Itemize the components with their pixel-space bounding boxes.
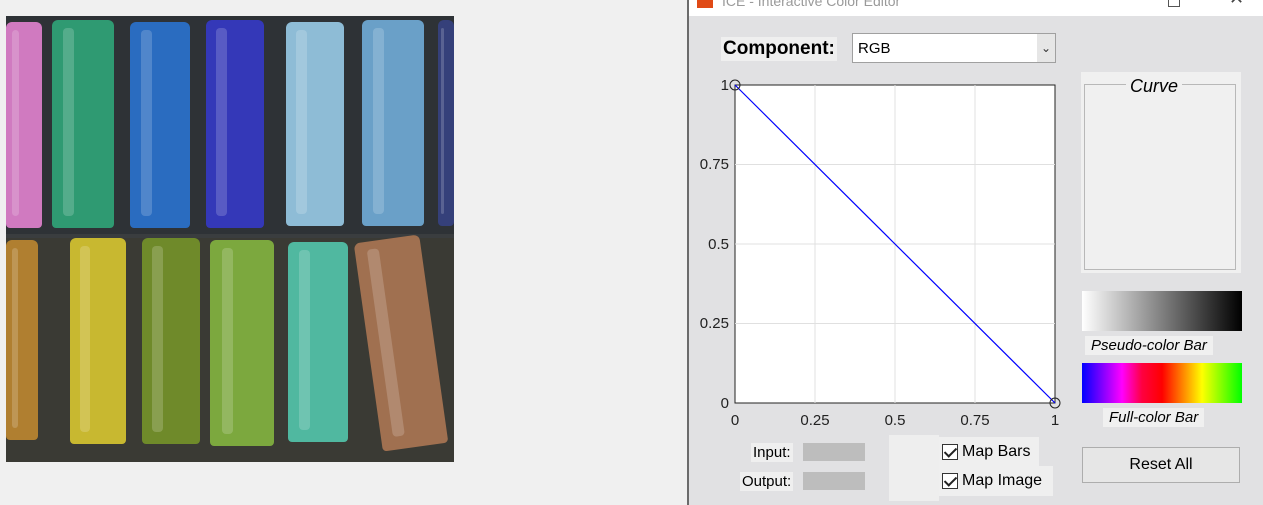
x-tick-label: 0.5 <box>885 412 906 429</box>
pastel-leaf-green <box>210 240 274 446</box>
x-axis-ticks: 0 0.25 0.5 0.75 1 <box>731 412 1059 429</box>
curve-panel-title: Curve <box>1126 76 1183 97</box>
reset-all-button[interactable]: Reset All <box>1082 447 1240 483</box>
pastel-teal <box>288 242 348 442</box>
pastel-olive <box>142 238 200 444</box>
map-bars-checkbox[interactable] <box>942 444 958 460</box>
pastel-blue <box>130 22 190 228</box>
pastel-green <box>52 20 114 228</box>
y-tick-label: 0.75 <box>700 156 729 173</box>
full-color-bar-label: Full-color Bar <box>1103 408 1205 427</box>
pastel-yellow <box>70 238 126 444</box>
pseudo-color-bar-label: Pseudo-color Bar <box>1085 336 1213 355</box>
y-tick-label: 0.25 <box>700 315 729 332</box>
matlab-app-icon <box>697 0 713 8</box>
pseudo-color-bar <box>1082 291 1242 331</box>
ice-window: ICE - Interactive Color Editor ✕ Compone… <box>689 0 1263 505</box>
image-figure-window <box>0 0 687 505</box>
x-tick-label: 0.25 <box>800 412 829 429</box>
window-divider <box>687 0 689 505</box>
input-value-field <box>803 443 865 461</box>
title-bar: ICE - Interactive Color Editor ✕ <box>689 0 1263 16</box>
map-image-checkbox[interactable] <box>942 473 958 489</box>
y-tick-label: 1 <box>721 77 729 94</box>
pastel-pink <box>6 22 42 228</box>
pastel-sky-blue <box>362 20 424 226</box>
input-label: Input: <box>751 443 793 462</box>
curve-plot[interactable]: 0 0.25 0.5 0.75 1 0 0.25 0.5 0.75 1 <box>689 70 1069 440</box>
component-selected-value: RGB <box>858 40 891 57</box>
pastel-indigo <box>206 20 264 228</box>
x-tick-label: 1 <box>1051 412 1059 429</box>
pastel-orange <box>6 240 38 440</box>
control-point-start[interactable] <box>729 79 741 91</box>
map-bars-label[interactable]: Map Bars <box>962 443 1031 460</box>
map-image-label[interactable]: Map Image <box>962 472 1043 489</box>
curve-panel-frame <box>1084 84 1236 270</box>
map-bars-checkbox-row[interactable]: Map Bars <box>939 437 1039 467</box>
y-tick-label: 0.5 <box>708 236 729 253</box>
blank-panel <box>889 435 939 501</box>
full-color-bar <box>1082 363 1242 403</box>
map-image-checkbox-row[interactable]: Map Image <box>939 466 1053 496</box>
control-point-end[interactable] <box>1049 397 1061 409</box>
output-value-field <box>803 472 865 490</box>
x-tick-label: 0.75 <box>960 412 989 429</box>
component-dropdown[interactable]: RGB ⌄ <box>852 33 1056 63</box>
pastel-dark-edge <box>438 20 454 226</box>
x-tick-label: 0 <box>731 412 739 429</box>
y-tick-label: 0 <box>721 395 729 412</box>
maximize-icon[interactable] <box>1168 0 1180 7</box>
chevron-down-icon[interactable]: ⌄ <box>1037 34 1055 62</box>
component-label: Component: <box>721 37 837 61</box>
pastel-crayons-image <box>6 16 454 462</box>
mapping-curve <box>734 84 1056 404</box>
window-title: ICE - Interactive Color Editor <box>722 0 901 9</box>
output-label: Output: <box>740 472 794 491</box>
curve-panel: Curve <box>1081 72 1241 273</box>
y-axis-ticks: 0 0.25 0.5 0.75 1 <box>700 77 729 412</box>
pastel-light-blue <box>286 22 344 226</box>
close-icon[interactable]: ✕ <box>1229 0 1244 9</box>
